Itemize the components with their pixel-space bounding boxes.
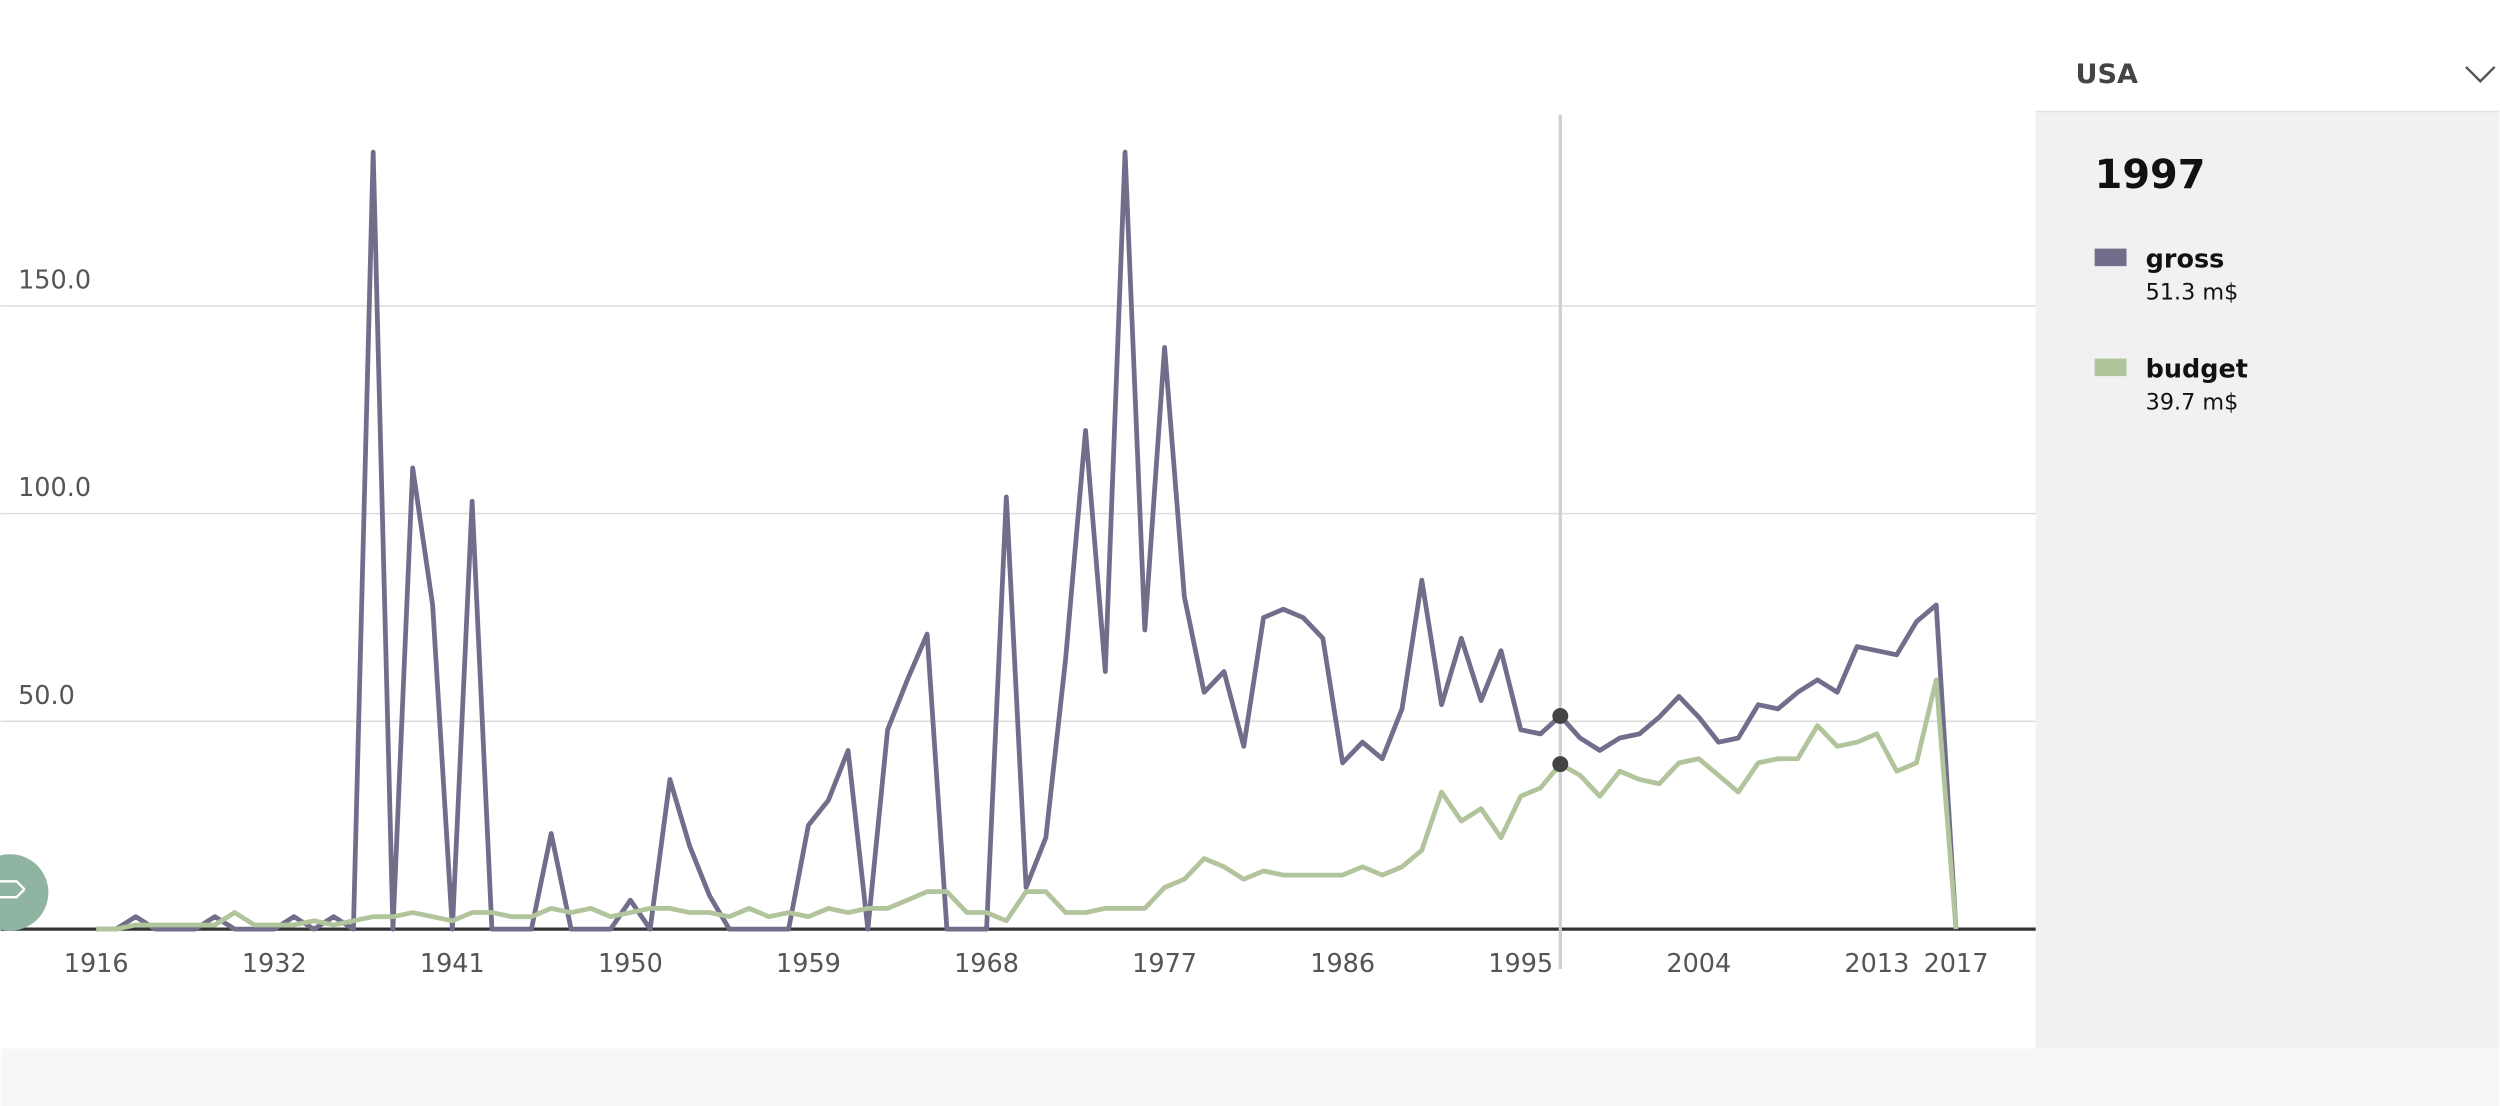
legend-value: 51.3 m$ [2146,280,2239,306]
x-tick-label: 1977 [1132,949,1197,979]
country-dropdown[interactable]: USA [2076,59,2138,90]
legend-label: budget [2146,355,2248,385]
plot-area: 050.0100.0150.01916193219411950195919681… [0,114,2036,979]
legend-swatch [2094,358,2127,377]
x-tick-label: 1986 [1310,949,1375,979]
footer-strip [0,1048,2500,1106]
toggle-icon[interactable] [0,880,26,899]
legend-label: gross [2146,245,2225,275]
x-tick-label: 1959 [776,949,841,979]
x-tick-label: 1941 [420,949,485,979]
x-tick-label: 1932 [242,949,307,979]
y-tick-label: 50.0 [18,681,75,711]
hover-dot [1552,756,1569,773]
x-tick-label: 1950 [598,949,663,979]
x-tick-label: 1995 [1488,949,1553,979]
x-tick-label: 1916 [64,949,129,979]
dropdown-chevron[interactable] [2465,66,2496,83]
x-tick-label: 2004 [1666,949,1731,979]
x-tick-label: 2013 [1844,949,1909,979]
series-line [96,677,1959,932]
y-tick-label: 100.0 [18,473,91,503]
toggle-button[interactable] [0,854,49,931]
hover-dot [1552,707,1569,724]
legend-swatch [2094,248,2127,267]
series-line [96,149,1959,932]
toggle-circle[interactable] [0,854,49,931]
legend-value: 39.7 m$ [2146,390,2239,416]
y-tick-label: 150.0 [18,265,91,295]
panel-year: 1997 [2095,152,2206,198]
side-panel [2035,111,2500,1049]
x-tick-label: 1968 [954,949,1019,979]
x-tick-label: 2017 [1924,949,1989,979]
